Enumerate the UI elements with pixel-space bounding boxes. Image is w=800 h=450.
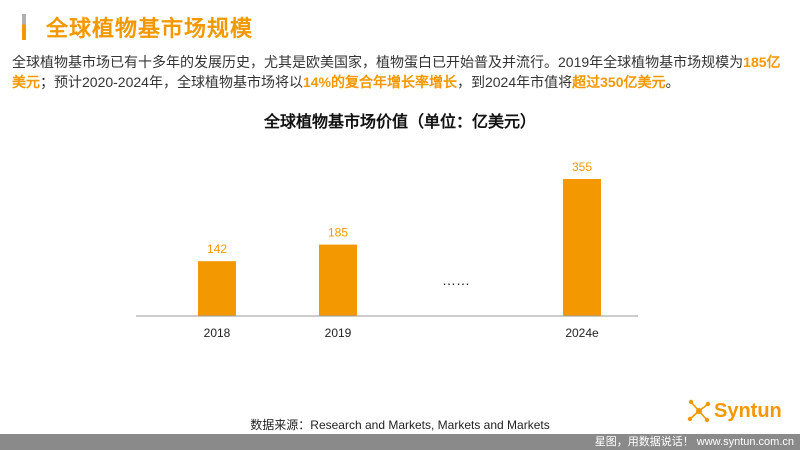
footer-text: 星图，用数据说话！ www.syntun.com.cn bbox=[594, 436, 794, 448]
data-source: 数据来源：Research and Markets, Markets and M… bbox=[250, 418, 550, 432]
syntun-logo: Syntun bbox=[686, 398, 782, 424]
x-tick-label-2024e: 2024e bbox=[565, 326, 599, 340]
intro-text-1: 全球植物基市场已有十多年的发展历史，尤其是欧美国家，植物蛋白已开始普及并流行。2… bbox=[12, 54, 744, 70]
x-tick-label-2019: 2019 bbox=[325, 326, 352, 340]
bar-2018 bbox=[198, 261, 236, 316]
gap-ellipsis-label: …… bbox=[442, 272, 470, 288]
data-label-2024e: 355 bbox=[572, 160, 592, 174]
intro-highlight-3: 超过350亿美元 bbox=[572, 74, 666, 90]
page-title: 全球植物基市场规模 bbox=[46, 16, 254, 41]
logo-network-icon bbox=[687, 399, 711, 423]
intro-highlight-1: 185亿美元 bbox=[12, 54, 781, 90]
title-accent-mark bbox=[22, 14, 26, 40]
bar-2019 bbox=[319, 244, 357, 316]
intro-paragraph: 全球植物基市场已有十多年的发展历史，尤其是欧美国家，植物蛋白已开始普及并流行。2… bbox=[12, 52, 792, 92]
intro-highlight-2: 14%的复合年增长率增长 bbox=[302, 74, 457, 90]
intro-text-2: ；预计2020-2024年，全球植物基市场将以 bbox=[40, 74, 303, 90]
intro-text-3: ，到2024年市值将 bbox=[456, 74, 573, 90]
intro-text-4: 。 bbox=[665, 74, 680, 90]
data-label-2019: 185 bbox=[328, 226, 348, 240]
data-label-2018: 142 bbox=[207, 242, 227, 256]
chart-title: 全球植物基市场价值（单位：亿美元） bbox=[263, 114, 536, 131]
bar-2024e bbox=[563, 179, 601, 316]
title-bar: 全球植物基市场规模 bbox=[22, 12, 253, 42]
x-tick-label-2018: 2018 bbox=[204, 326, 231, 340]
logo-text: Syntun bbox=[714, 399, 782, 422]
footer-bar: 星图，用数据说话！ www.syntun.com.cn bbox=[0, 434, 800, 450]
